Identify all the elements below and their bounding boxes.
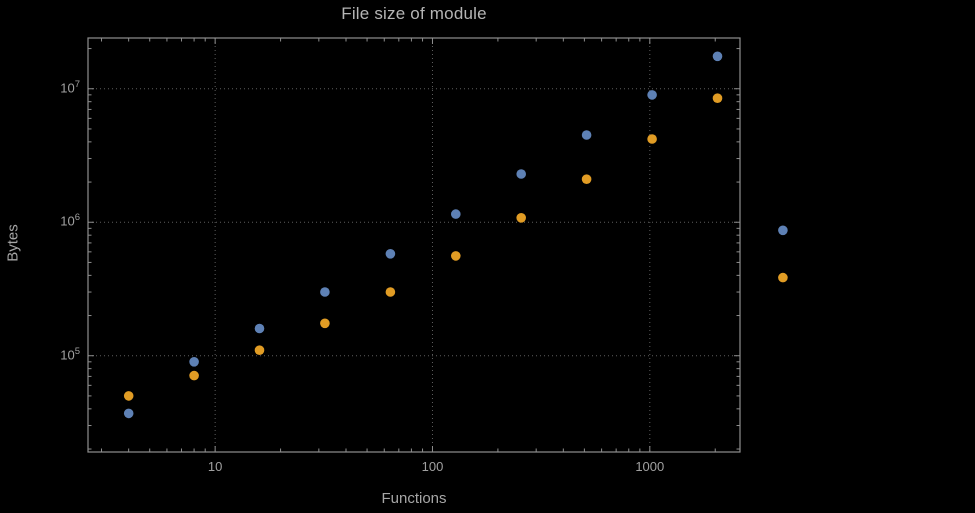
data-point-series-blue — [778, 225, 788, 236]
data-point-series-orange — [581, 174, 592, 184]
data-point-series-blue — [451, 209, 461, 219]
data-point-series-blue — [189, 357, 199, 367]
y-tick-label: 106 — [60, 212, 80, 229]
data-point-series-blue — [385, 249, 396, 259]
data-point-series-blue — [123, 408, 134, 419]
data-point-series-blue — [647, 90, 657, 100]
y-tick-label: 105 — [60, 345, 80, 363]
data-point-series-orange — [516, 213, 526, 223]
x-tick-label: 100 — [421, 459, 444, 474]
data-point-series-orange — [647, 134, 657, 144]
data-point-series-blue — [581, 130, 592, 140]
x-tick-label: 1000 — [635, 459, 665, 474]
data-point-series-orange — [320, 318, 330, 329]
y-axis-title: Bytes — [4, 224, 22, 262]
data-point-series-blue — [712, 51, 723, 62]
data-point-series-orange — [778, 272, 788, 283]
data-point-series-blue — [254, 323, 265, 334]
data-point-series-blue — [320, 287, 330, 297]
data-point-series-orange — [712, 93, 723, 103]
data-point-series-orange — [123, 391, 134, 401]
data-point-series-blue — [516, 169, 526, 179]
data-point-series-orange — [451, 251, 461, 261]
plot-frame — [87, 37, 741, 453]
data-point-series-orange — [254, 345, 265, 356]
x-tick-label: 10 — [207, 459, 223, 474]
chart-title: File size of module — [341, 4, 487, 23]
data-point-series-orange — [385, 287, 396, 297]
x-axis-title: Functions — [381, 490, 447, 507]
data-point-series-orange — [189, 370, 199, 381]
y-tick-label: 107 — [60, 78, 80, 96]
